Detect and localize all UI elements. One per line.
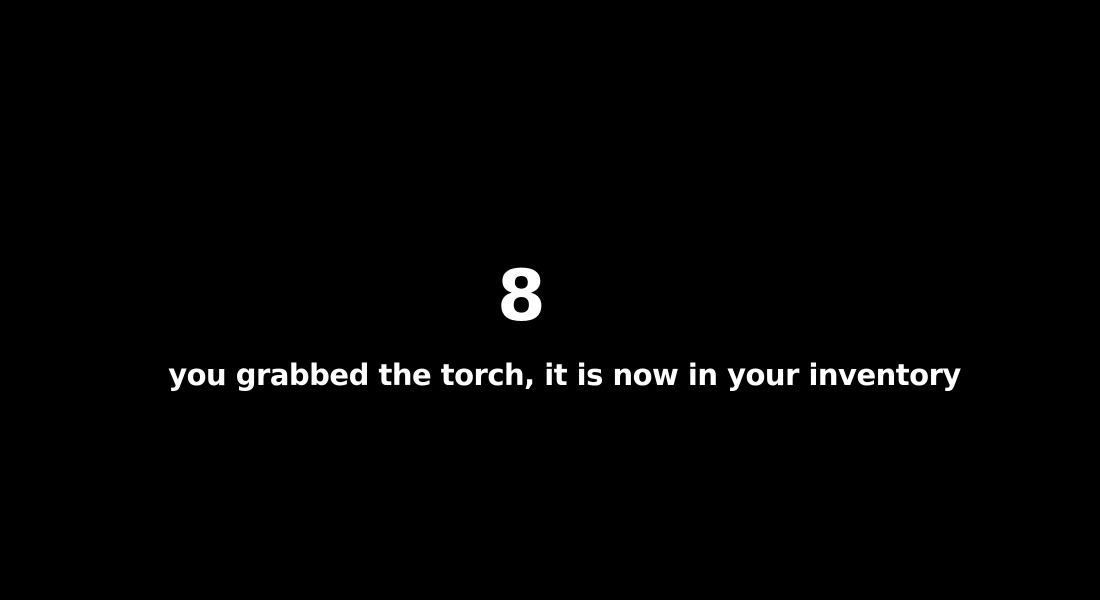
game-message: you grabbed the torch, it is now in your… bbox=[168, 358, 961, 392]
step-counter: 8 bbox=[497, 255, 546, 337]
